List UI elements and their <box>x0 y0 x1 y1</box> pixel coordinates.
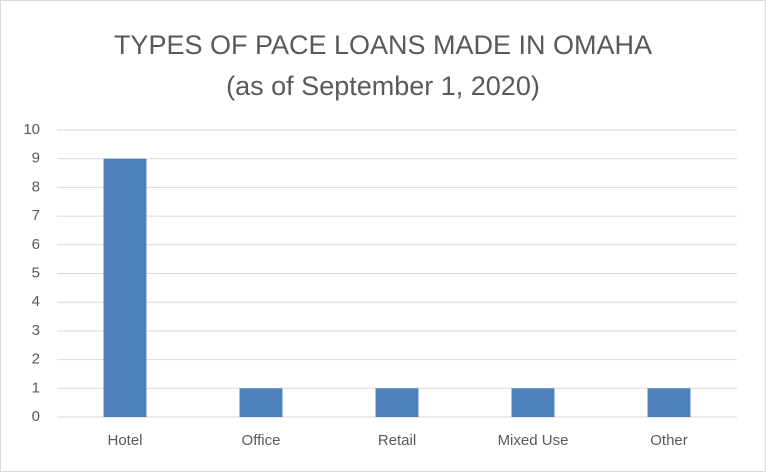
bar <box>103 158 147 417</box>
x-tick-label: Hotel <box>107 432 142 449</box>
bar <box>647 388 691 417</box>
bar <box>375 388 419 417</box>
y-tick-label: 0 <box>32 408 40 425</box>
y-tick-label: 9 <box>32 150 40 167</box>
y-tick-label: 3 <box>32 322 40 339</box>
y-tick-label: 2 <box>32 351 40 368</box>
y-tick-label: 10 <box>23 121 40 138</box>
x-tick-label: Other <box>650 432 688 449</box>
y-tick-label: 1 <box>32 379 40 396</box>
x-tick-label: Office <box>242 432 281 449</box>
chart-title: TYPES OF PACE LOANS MADE IN OMAHA <box>114 30 652 60</box>
bar <box>511 388 555 417</box>
chart-subtitle: (as of September 1, 2020) <box>226 71 540 101</box>
x-tick-label: Retail <box>378 432 416 449</box>
y-tick-label: 8 <box>32 178 40 195</box>
bar <box>239 388 283 417</box>
y-tick-label: 4 <box>32 293 40 310</box>
y-tick-label: 6 <box>32 236 40 253</box>
x-tick-label: Mixed Use <box>498 432 569 449</box>
y-tick-label: 5 <box>32 264 40 281</box>
y-tick-label: 7 <box>32 207 40 224</box>
